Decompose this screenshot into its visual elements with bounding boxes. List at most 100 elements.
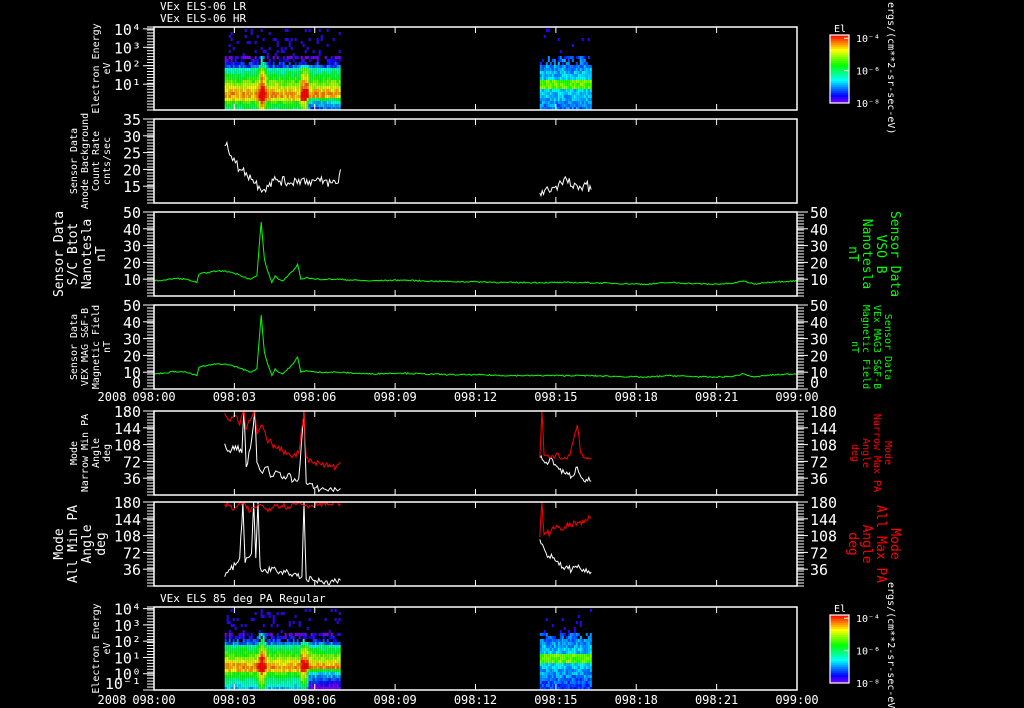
spectrogram-cell xyxy=(541,95,544,98)
spectrogram-cell xyxy=(326,74,329,77)
spectrogram-cell xyxy=(332,71,335,74)
spectrogram-cell xyxy=(290,65,293,68)
spectrogram-cell xyxy=(264,107,267,110)
spectrogram-cell xyxy=(278,92,281,95)
spectrogram-cell xyxy=(232,675,235,678)
spectrogram-cell xyxy=(539,89,542,92)
spectrogram-cell xyxy=(338,633,341,636)
spectrogram-cell xyxy=(232,642,235,645)
spectrogram-cell xyxy=(575,669,578,672)
spectrogram-cell xyxy=(541,86,544,89)
spectrogram-cell xyxy=(248,645,251,648)
spectrogram-cell xyxy=(585,645,588,648)
spectrogram-cell xyxy=(328,77,331,80)
spectrogram-cell xyxy=(326,98,329,101)
spectrogram-cell xyxy=(276,86,279,89)
colorbar-swatch xyxy=(830,629,849,632)
spectrogram-cell xyxy=(553,101,556,104)
spectrogram-cell xyxy=(314,684,317,687)
spectrogram-cell xyxy=(304,651,307,654)
spectrogram-cell xyxy=(577,648,580,651)
spectrogram-cell xyxy=(569,77,572,80)
spectrogram-cell xyxy=(250,666,253,669)
spectrogram-cell xyxy=(565,681,568,684)
spectrogram-cell xyxy=(284,38,287,41)
spectrogram-cell xyxy=(246,666,249,669)
spectrogram-cell xyxy=(258,648,261,651)
spectrogram-cell xyxy=(268,645,271,648)
spectrogram-cell xyxy=(324,95,327,98)
spectrogram-cell xyxy=(240,666,243,669)
spectrogram-cell xyxy=(224,681,227,684)
spectrogram-cell xyxy=(328,651,331,654)
spectrogram-cell xyxy=(579,684,582,687)
spectrogram-cell xyxy=(230,56,233,59)
spectrogram-cell xyxy=(240,687,243,690)
spectrogram-cell xyxy=(228,648,231,651)
spectrogram-cell xyxy=(563,65,566,68)
spectrogram-cell xyxy=(236,80,239,83)
spectrogram-cell xyxy=(573,651,576,654)
spectrogram-cell xyxy=(300,89,303,92)
spectrogram-cell xyxy=(264,636,267,639)
spectrogram-cell xyxy=(326,59,329,62)
spectrogram-cell xyxy=(242,681,245,684)
y-tick-label: 72 xyxy=(123,544,141,562)
spectrogram-cell xyxy=(266,678,269,681)
spectrogram-cell xyxy=(232,95,235,98)
spectrogram-cell xyxy=(547,89,550,92)
spectrogram-cell xyxy=(585,101,588,104)
spectrogram-cell xyxy=(549,95,552,98)
spectrogram-cell xyxy=(573,678,576,681)
spectrogram-cell xyxy=(272,68,275,71)
y-axis-label-line: Sensor Data xyxy=(52,211,67,297)
spectrogram-cell xyxy=(262,678,265,681)
spectrogram-cell xyxy=(296,65,299,68)
spectrogram-cell xyxy=(266,666,269,669)
spectrogram-cell xyxy=(545,639,548,642)
spectrogram-cell xyxy=(302,648,305,651)
spectrogram-cell xyxy=(236,77,239,80)
spectrogram-cell xyxy=(581,95,584,98)
spectrogram-cell xyxy=(258,684,261,687)
spectrogram-cell xyxy=(310,98,313,101)
spectrogram-cell xyxy=(543,80,546,83)
spectrogram-cell xyxy=(228,71,231,74)
spectrogram-cell xyxy=(545,89,548,92)
spectrogram-cell xyxy=(300,666,303,669)
spectrogram-cell xyxy=(551,663,554,666)
spectrogram-cell xyxy=(310,657,313,660)
spectrogram-cell xyxy=(252,651,255,654)
spectrogram-cell xyxy=(585,666,588,669)
spectrogram-cell xyxy=(262,89,265,92)
spectrogram-cell xyxy=(256,684,259,687)
spectrogram-cell xyxy=(565,86,568,89)
spectrogram-cell xyxy=(332,663,335,666)
spectrogram-cell xyxy=(338,89,341,92)
spectrogram-cell xyxy=(587,654,590,657)
spectrogram-cell xyxy=(320,660,323,663)
spectrogram-cell xyxy=(294,77,297,80)
spectrogram-cell xyxy=(250,687,253,690)
spectrogram-cell xyxy=(244,68,247,71)
spectrogram-cell xyxy=(290,660,293,663)
spectrogram-cell xyxy=(569,89,572,92)
spectrogram-cell xyxy=(266,104,269,107)
spectrogram-cell xyxy=(557,681,560,684)
spectrogram-cell xyxy=(539,95,542,98)
spectrogram-cell xyxy=(324,660,327,663)
spectrogram-cell xyxy=(290,669,293,672)
spectrogram-cell xyxy=(298,657,301,660)
spectrogram-cell xyxy=(334,56,337,59)
spectrogram-cell xyxy=(288,56,291,59)
spectrogram-cell xyxy=(258,65,261,68)
spectrogram-cell xyxy=(585,678,588,681)
spectrogram-cell xyxy=(302,660,305,663)
spectrogram-cell xyxy=(232,68,235,71)
spectrogram-cell xyxy=(286,65,289,68)
spectrogram-cell xyxy=(230,86,233,89)
spectrogram-cell xyxy=(266,95,269,98)
spectrogram-cell xyxy=(292,71,295,74)
spectrogram-cell xyxy=(304,675,307,678)
spectrogram-cell xyxy=(264,71,267,74)
